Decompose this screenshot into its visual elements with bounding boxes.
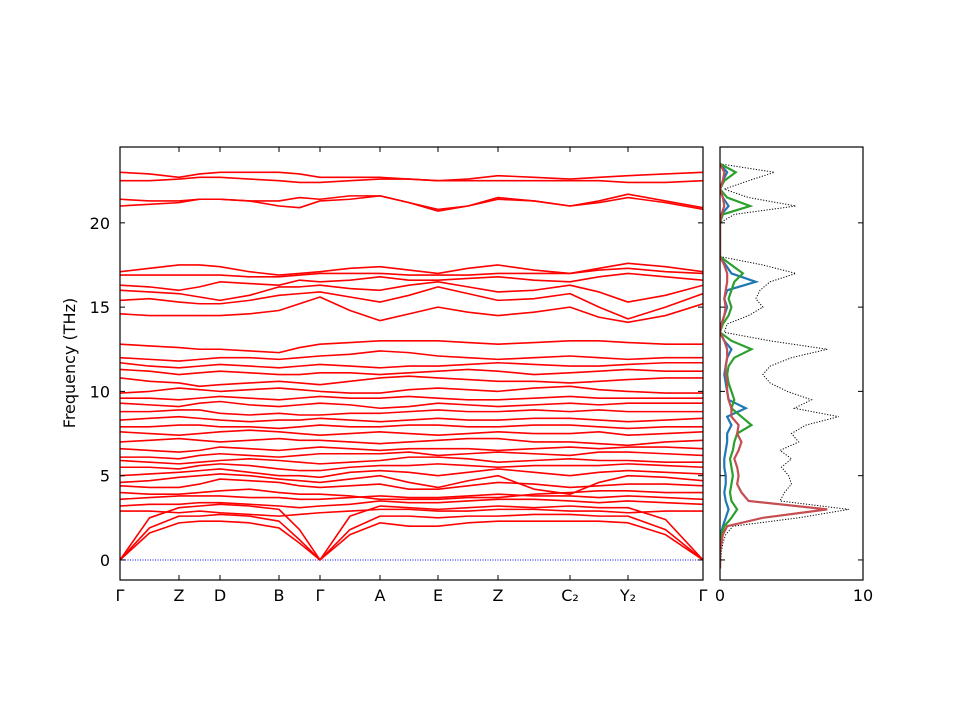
band-line	[120, 340, 703, 354]
band-line	[120, 176, 703, 184]
x-tick-label: Z	[174, 586, 185, 605]
x-tick-label: Y₂	[619, 586, 636, 605]
band-line	[120, 368, 703, 376]
band-line	[120, 488, 703, 501]
x-tick-label: Γ	[116, 586, 125, 605]
x-tick-label: D	[214, 586, 226, 605]
band-line	[120, 513, 703, 561]
band-line	[120, 262, 703, 276]
band-line	[120, 375, 703, 388]
band-line	[120, 429, 703, 437]
x-tick-label: Γ	[316, 586, 325, 605]
band-line	[120, 272, 703, 292]
band-line	[120, 267, 703, 278]
band-line	[120, 456, 703, 465]
band-line	[120, 463, 703, 472]
band-line	[120, 350, 703, 362]
band-line	[120, 446, 703, 453]
band-line	[120, 409, 703, 416]
band-line	[120, 498, 703, 509]
band-line	[120, 171, 703, 182]
band-line	[120, 281, 703, 303]
band-line	[120, 468, 703, 479]
y-axis-label: Frequency (THz)	[60, 298, 79, 428]
total-dos-line	[720, 163, 849, 569]
y-tick-label: 5	[100, 467, 110, 486]
y-tick-label: 0	[100, 551, 110, 570]
band-line	[120, 451, 703, 460]
band-line	[120, 520, 703, 561]
x-tick-label: A	[375, 586, 386, 605]
band-line	[120, 296, 703, 324]
y-tick-label: 10	[90, 382, 110, 401]
y-tick-label: 15	[90, 298, 110, 317]
band-line	[120, 437, 703, 447]
x-tick-label: Z	[493, 586, 504, 605]
band-line	[120, 385, 703, 394]
partial-dos-line	[720, 162, 755, 569]
band-line	[120, 395, 703, 401]
x-tick-label: 0	[715, 586, 725, 605]
partial-dos-line	[720, 163, 828, 569]
x-tick-label: Γ	[699, 586, 708, 605]
band-line	[120, 286, 703, 320]
band-line	[120, 193, 703, 212]
x-tick-label: C₂	[561, 586, 579, 605]
axes-frame	[719, 146, 864, 581]
band-line	[120, 508, 703, 517]
band-line	[120, 424, 703, 430]
x-tick-label: B	[274, 586, 285, 605]
band-line	[120, 503, 703, 561]
x-tick-label: 10	[853, 586, 873, 605]
band-line	[120, 478, 703, 490]
band-line	[120, 493, 703, 501]
axes-frame	[119, 146, 704, 581]
x-tick-label: E	[433, 586, 443, 605]
band-line	[120, 473, 703, 496]
band-line	[120, 415, 703, 423]
band-line	[120, 361, 703, 369]
band-line	[120, 400, 703, 410]
y-tick-label: 20	[90, 214, 110, 233]
